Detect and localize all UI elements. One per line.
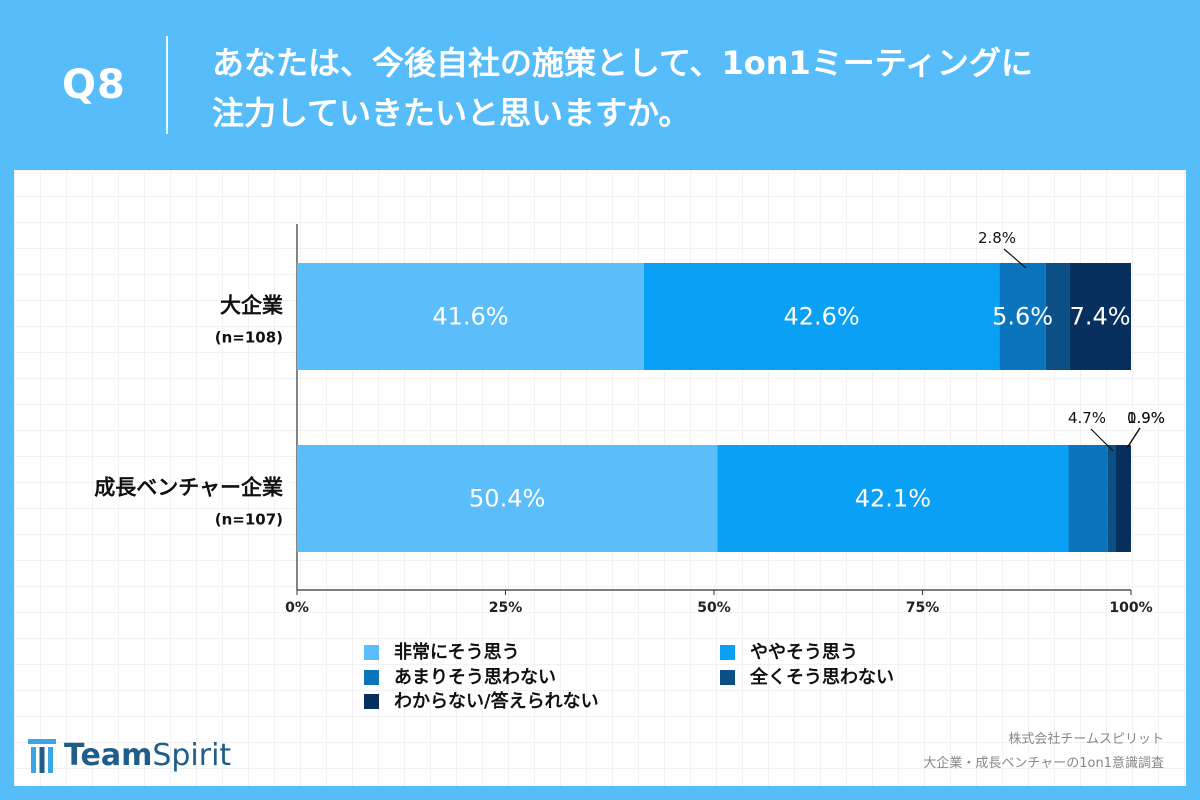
logo-text-spirit: Spirit <box>152 738 232 773</box>
question-line-1: あなたは、今後自社の施策として、1on1ミーティングに <box>212 44 1033 82</box>
category-label: 成長ベンチャー企業 <box>94 476 284 500</box>
legend-swatch <box>364 694 379 709</box>
legend-label: 全くそう思わない <box>749 666 894 688</box>
x-tick-label: 25% <box>489 600 523 616</box>
category-label: 大企業 <box>220 294 284 318</box>
legend-label: わからない/答えられない <box>394 690 599 712</box>
callout-line <box>1003 248 1027 269</box>
legend-label: ややそう思う <box>750 642 858 663</box>
data-label: 42.6% <box>783 303 859 331</box>
header: Q8 あなたは、今後自社の施策として、1on1ミーティングに 注力していきたいと… <box>0 0 1200 170</box>
logo-text-team: Team <box>64 738 153 773</box>
callout-label: 0.9% <box>1127 409 1165 427</box>
category-n-label: (n=108) <box>215 329 283 347</box>
bar-segment <box>717 445 1069 552</box>
legend-label: 非常にそう思う <box>394 641 520 663</box>
logo-text: TeamSpirit <box>64 738 231 773</box>
legend-swatch <box>364 645 379 660</box>
bar-segment <box>1068 445 1108 552</box>
callout-label: 1.9% <box>1127 409 1165 427</box>
legend-swatch <box>720 670 735 685</box>
legend-swatch <box>720 645 735 660</box>
legend-label: あまりそう思わない <box>394 667 556 688</box>
data-label: 7.4% <box>1070 303 1131 331</box>
bar-segment <box>1069 263 1131 370</box>
bar-segment <box>297 263 644 370</box>
callout-label: 4.7% <box>1068 409 1106 427</box>
data-label: 42.1% <box>855 485 931 513</box>
bar-segment <box>999 263 1046 370</box>
credit-company: 株式会社チームスピリット <box>1008 732 1164 747</box>
category-n-label: (n=107) <box>215 511 283 529</box>
x-tick-label: 0% <box>285 600 309 616</box>
bar-segment <box>1045 263 1070 370</box>
x-tick-label: 50% <box>697 600 731 616</box>
callout-line <box>1090 428 1114 452</box>
bar-segment <box>1115 445 1131 552</box>
callout-label: 2.8% <box>978 229 1016 247</box>
bar-segment <box>1107 445 1116 552</box>
x-tick-label: 100% <box>1109 600 1152 616</box>
data-label: 5.6% <box>992 303 1053 331</box>
legend-swatch <box>364 670 379 685</box>
callout-line <box>1126 427 1141 449</box>
question-number: Q8 <box>62 62 126 108</box>
credit-survey: 大企業・成長ベンチャーの1on1意識調査 <box>923 756 1164 771</box>
question-text: あなたは、今後自社の施策として、1on1ミーティングに 注力していきたいと思いま… <box>212 38 1172 138</box>
data-label: 41.6% <box>432 303 508 331</box>
x-tick-label: 75% <box>906 600 940 616</box>
teamspirit-logo: TeamSpirit <box>28 738 231 773</box>
bar-segment <box>643 263 1000 370</box>
bar-segment <box>297 445 718 552</box>
data-label: 50.4% <box>469 485 545 513</box>
question-line-2: 注力していきたいと思いますか。 <box>212 94 691 132</box>
credit: 株式会社チームスピリット 大企業・成長ベンチャーの1on1意識調査 <box>923 728 1164 776</box>
header-divider <box>166 36 168 134</box>
teamspirit-logo-icon <box>28 738 56 773</box>
